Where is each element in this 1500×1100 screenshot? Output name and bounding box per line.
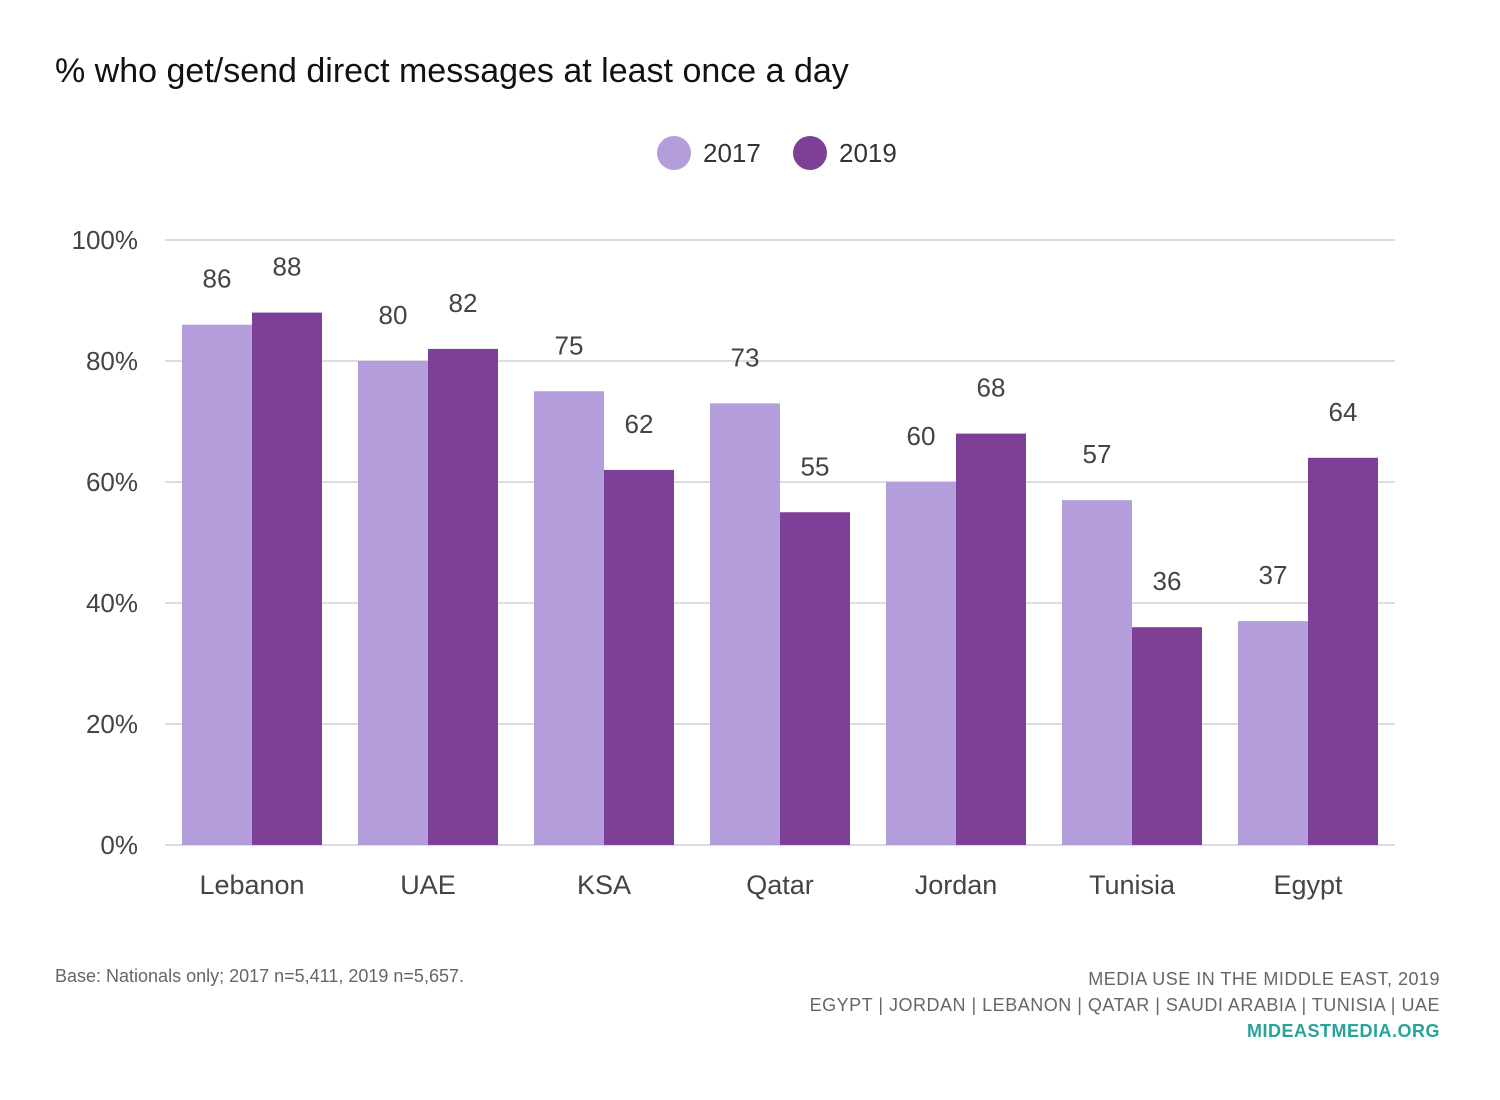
bar-2017-egypt (1238, 621, 1308, 845)
x-tick-label: Jordan (915, 870, 998, 900)
x-tick-label: Egypt (1273, 870, 1343, 900)
y-tick-label: 100% (72, 225, 139, 255)
base-note: Base: Nationals only; 2017 n=5,411, 2019… (55, 966, 464, 986)
bar-2017-uae (358, 361, 428, 845)
data-label: 62 (625, 409, 654, 439)
y-tick-label: 80% (86, 346, 138, 376)
source-site-link[interactable]: MIDEASTMEDIA.ORG (1246, 1021, 1440, 1041)
x-tick-label: Lebanon (199, 870, 304, 900)
data-label: 80 (379, 300, 408, 330)
y-tick-label: 0% (100, 830, 138, 860)
source-title: MEDIA USE IN THE MIDDLE EAST, 2019 (1088, 969, 1440, 989)
bar-2017-lebanon (182, 324, 252, 845)
x-tick-label: Qatar (746, 870, 814, 900)
data-label: 55 (801, 451, 830, 481)
data-label: 86 (203, 264, 232, 294)
legend-swatch-2019 (793, 136, 827, 170)
bar-2019-ksa (604, 469, 674, 845)
y-tick-label: 20% (86, 709, 138, 739)
data-label: 75 (555, 330, 584, 360)
x-tick-label: KSA (577, 870, 631, 900)
source-block: MEDIA USE IN THE MIDDLE EAST, 2019 EGYPT… (810, 966, 1440, 1044)
data-label: 60 (907, 421, 936, 451)
bar-2017-tunisia (1062, 500, 1132, 845)
data-label: 36 (1153, 566, 1182, 596)
bar-2017-jordan (886, 482, 956, 845)
y-tick-label: 40% (86, 588, 138, 618)
legend-label-2017: 2017 (703, 137, 761, 168)
legend-swatch-2017 (657, 136, 691, 170)
data-label: 82 (449, 288, 478, 318)
data-label: 68 (977, 373, 1006, 403)
data-label: 73 (731, 342, 760, 372)
bar-2019-uae (428, 348, 498, 845)
x-tick-label: UAE (400, 870, 456, 900)
bar-2019-egypt (1308, 457, 1378, 845)
source-countries: EGYPT | JORDAN | LEBANON | QATAR | SAUDI… (809, 995, 1440, 1015)
bar-2019-qatar (780, 512, 850, 845)
data-label: 37 (1259, 560, 1288, 590)
data-label: 64 (1329, 397, 1358, 427)
bar-2019-jordan (956, 433, 1026, 845)
y-tick-label: 60% (86, 467, 138, 497)
bar-2017-ksa (534, 391, 604, 845)
data-label: 57 (1083, 439, 1112, 469)
chart-title: % who get/send direct messages at least … (55, 52, 849, 90)
bar-2019-lebanon (252, 312, 322, 846)
data-label: 88 (273, 252, 302, 282)
legend-label-2019: 2019 (839, 137, 897, 168)
legend-item-2017: 2017 (657, 136, 761, 170)
x-tick-label: Tunisia (1089, 870, 1176, 900)
chart-legend: 2017 2019 (0, 136, 1500, 176)
legend-item-2019: 2019 (793, 136, 897, 170)
bar-2019-tunisia (1132, 627, 1202, 845)
bar-2017-qatar (710, 403, 780, 845)
